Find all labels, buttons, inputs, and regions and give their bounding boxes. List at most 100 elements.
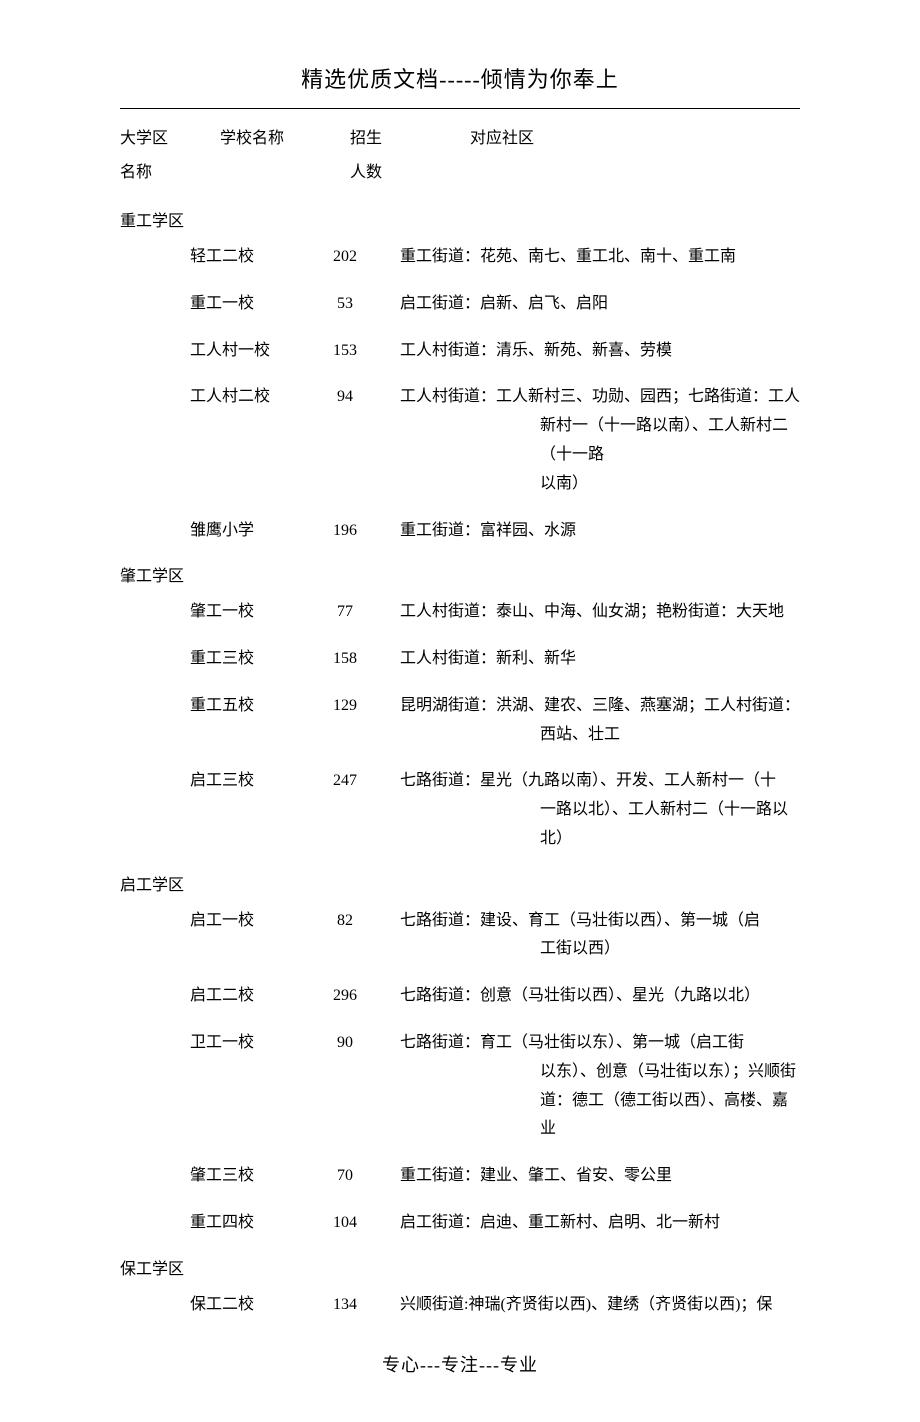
school-area-cont: 西站、壮工 [400, 721, 800, 750]
school-name: 重工四校 [190, 1209, 310, 1238]
school-row: 保工二校134 兴顺街道:神瑞(齐贤街以西)、建绣（齐贤街以西)；保 [120, 1291, 800, 1320]
school-area: 七路街道：星光（九路以南）、开发、工人新村一（十一路以北）、工人新村二（十一路以… [380, 767, 800, 853]
school-count: 247 [310, 767, 380, 796]
school-area-cont: 新村一（十一路以南）、工人新村二（十一路 [400, 412, 800, 470]
school-row: 启工一校82七路街道：建设、育工（马壮街以西）、第一城（启工街以西） [120, 907, 800, 965]
col-header-count-2: 人数 [350, 159, 430, 188]
school-row: 启工二校296 七路街道：创意（马壮街以西）、星光（九路以北） [120, 982, 800, 1011]
school-row: 肇工一校77 工人村街道：泰山、中海、仙女湖；艳粉街道：大天地 [120, 598, 800, 627]
school-name: 卫工一校 [190, 1029, 310, 1058]
school-area: 兴顺街道:神瑞(齐贤街以西)、建绣（齐贤街以西)；保 [380, 1291, 800, 1320]
school-name: 雏鹰小学 [190, 517, 310, 546]
school-count: 134 [310, 1291, 380, 1320]
school-count: 202 [310, 243, 380, 272]
district-name: 重工学区 [120, 208, 800, 237]
school-row: 重工四校104 启工街道：启迪、重工新村、启明、北一新村 [120, 1209, 800, 1238]
school-area: 工人村街道：泰山、中海、仙女湖；艳粉街道：大天地 [380, 598, 800, 627]
school-area: 七路街道：创意（马壮街以西）、星光（九路以北） [380, 982, 800, 1011]
school-row: 轻工二校202 重工街道：花苑、南七、重工北、南十、重工南 [120, 243, 800, 272]
school-count: 70 [310, 1162, 380, 1191]
school-area-cont: 道：德工（德工街以西）、高楼、嘉业 [400, 1087, 800, 1145]
col-header-area: 对应社区 [430, 125, 800, 154]
school-area: 启工街道：启新、启飞、启阳 [380, 290, 800, 319]
districts-container: 重工学区轻工二校202重工街道：花苑、南七、重工北、南十、重工南重工一校53启工… [120, 208, 800, 1319]
school-area: 七路街道：建设、育工（马壮街以西）、第一城（启工街以西） [380, 907, 800, 965]
school-area-line: 七路街道：创意（马壮街以西）、星光（九路以北） [400, 982, 800, 1011]
school-name: 启工一校 [190, 907, 310, 936]
page-footer-title: 专心---专注---专业 [120, 1349, 800, 1381]
school-name: 重工三校 [190, 645, 310, 674]
school-count: 82 [310, 907, 380, 936]
school-row: 卫工一校90 七路街道：育工（马壮街以东）、第一城（启工街以东）、创意（马壮街以东… [120, 1029, 800, 1144]
school-area-line: 兴顺街道:神瑞(齐贤街以西)、建绣（齐贤街以西)；保 [400, 1291, 800, 1320]
school-area: 工人村街道：新利、新华 [380, 645, 800, 674]
school-count: 104 [310, 1209, 380, 1238]
school-count: 296 [310, 982, 380, 1011]
district-section: 保工学区保工二校134 兴顺街道:神瑞(齐贤街以西)、建绣（齐贤街以西)；保 [120, 1256, 800, 1320]
school-area-line: 昆明湖街道：洪湖、建农、三隆、燕塞湖；工人村街道： [400, 692, 800, 721]
school-area-line: 工人村街道：工人新村三、功勋、园西；七路街道：工人 [400, 383, 800, 412]
school-row: 肇工三校70 重工街道：建业、肇工、省安、零公里 [120, 1162, 800, 1191]
school-name: 肇工一校 [190, 598, 310, 627]
school-area-line: 工人村街道：泰山、中海、仙女湖；艳粉街道：大天地 [400, 598, 800, 627]
school-row: 重工三校158 工人村街道：新利、新华 [120, 645, 800, 674]
school-count: 90 [310, 1029, 380, 1058]
table-header-row1: 大学区 学校名称 招生 对应社区 [120, 125, 800, 154]
district-section: 肇工学区肇工一校77 工人村街道：泰山、中海、仙女湖；艳粉街道：大天地重工三校15… [120, 563, 800, 853]
page-header-title: 精选优质文档-----倾情为你奉上 [120, 60, 800, 100]
school-area-line: 七路街道：建设、育工（马壮街以西）、第一城（启 [400, 907, 800, 936]
table-header-row2: 名称 人数 [120, 159, 800, 188]
school-name: 保工二校 [190, 1291, 310, 1320]
school-row: 启工三校247七路街道：星光（九路以南）、开发、工人新村一（十一路以北）、工人新… [120, 767, 800, 853]
school-count: 77 [310, 598, 380, 627]
district-name: 保工学区 [120, 1256, 800, 1285]
school-count: 153 [310, 337, 380, 366]
school-area: 重工街道：建业、肇工、省安、零公里 [380, 1162, 800, 1191]
school-name: 启工二校 [190, 982, 310, 1011]
school-area-line: 重工街道：花苑、南七、重工北、南十、重工南 [400, 243, 800, 272]
school-name: 肇工三校 [190, 1162, 310, 1191]
school-name: 启工三校 [190, 767, 310, 796]
school-count: 53 [310, 290, 380, 319]
district-section: 启工学区启工一校82七路街道：建设、育工（马壮街以西）、第一城（启工街以西）启工… [120, 872, 800, 1238]
school-area: 启工街道：启迪、重工新村、启明、北一新村 [380, 1209, 800, 1238]
school-area-cont: 一路以北）、工人新村二（十一路以北） [400, 796, 800, 854]
school-name: 重工一校 [190, 290, 310, 319]
school-row: 工人村一校153 工人村街道：清乐、新苑、新喜、劳模 [120, 337, 800, 366]
school-area-cont: 工街以西） [400, 935, 800, 964]
school-area-line: 七路街道：星光（九路以南）、开发、工人新村一（十 [400, 767, 800, 796]
school-count: 196 [310, 517, 380, 546]
school-count: 129 [310, 692, 380, 721]
school-name: 工人村一校 [190, 337, 310, 366]
school-area-cont: 以南） [400, 470, 800, 499]
school-area-line: 重工街道：富祥园、水源 [400, 517, 800, 546]
school-area: 工人村街道：清乐、新苑、新喜、劳模 [380, 337, 800, 366]
district-section: 重工学区轻工二校202 重工街道：花苑、南七、重工北、南十、重工南重工一校53启工… [120, 208, 800, 545]
district-name: 启工学区 [120, 872, 800, 901]
school-area: 昆明湖街道：洪湖、建农、三隆、燕塞湖；工人村街道：西站、壮工 [380, 692, 800, 750]
school-area: 重工街道：花苑、南七、重工北、南十、重工南 [380, 243, 800, 272]
header-rule [120, 108, 800, 109]
school-name: 重工五校 [190, 692, 310, 721]
school-area-line: 七路街道：育工（马壮街以东）、第一城（启工街 [400, 1029, 800, 1058]
school-area-line: 重工街道：建业、肇工、省安、零公里 [400, 1162, 800, 1191]
school-area-cont: 以东）、创意（马壮街以东）；兴顺街 [400, 1058, 800, 1087]
school-area-line: 工人村街道：清乐、新苑、新喜、劳模 [400, 337, 800, 366]
school-name: 工人村二校 [190, 383, 310, 412]
school-count: 158 [310, 645, 380, 674]
school-area: 工人村街道：工人新村三、功勋、园西；七路街道：工人新村一（十一路以南）、工人新村… [380, 383, 800, 498]
school-row: 重工一校53启工街道：启新、启飞、启阳 [120, 290, 800, 319]
school-row: 雏鹰小学196 重工街道：富祥园、水源 [120, 517, 800, 546]
school-name: 轻工二校 [190, 243, 310, 272]
school-row: 重工五校129昆明湖街道：洪湖、建农、三隆、燕塞湖；工人村街道：西站、壮工 [120, 692, 800, 750]
col-header-district-2: 名称 [120, 159, 190, 188]
district-name: 肇工学区 [120, 563, 800, 592]
col-header-count: 招生 [350, 125, 430, 154]
school-area-line: 工人村街道：新利、新华 [400, 645, 800, 674]
col-header-district: 大学区 [120, 125, 190, 154]
school-area: 重工街道：富祥园、水源 [380, 517, 800, 546]
school-area-line: 启工街道：启迪、重工新村、启明、北一新村 [400, 1209, 800, 1238]
col-header-school: 学校名称 [190, 125, 350, 154]
school-count: 94 [310, 383, 380, 412]
school-row: 工人村二校94工人村街道：工人新村三、功勋、园西；七路街道：工人新村一（十一路以… [120, 383, 800, 498]
